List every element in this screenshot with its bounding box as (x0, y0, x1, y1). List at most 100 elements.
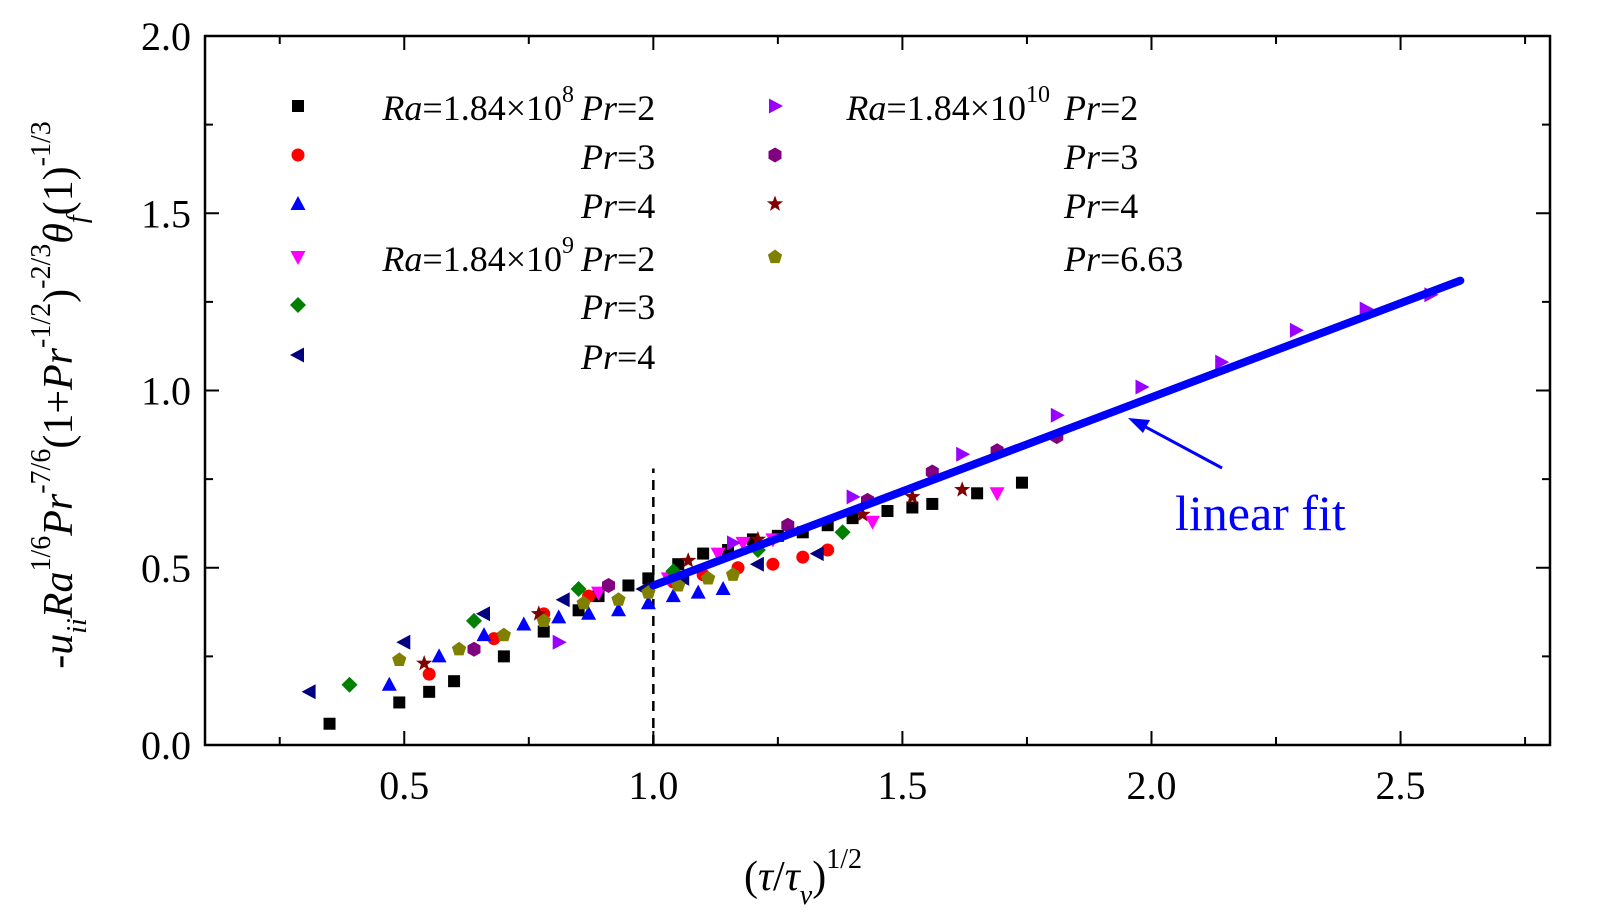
data-point (749, 556, 764, 572)
data-point (1050, 407, 1065, 423)
data-point (396, 634, 411, 650)
legend-pr-label: Pr=6.63 (1063, 239, 1183, 279)
data-point (781, 517, 795, 533)
data-point (602, 578, 615, 593)
data-point (552, 634, 567, 650)
fit-annotation-arrow (1139, 422, 1223, 470)
data-point (727, 535, 741, 551)
legend-pr-label: Pr=2 (580, 239, 655, 279)
legend-marker (290, 251, 306, 265)
data-point (680, 552, 697, 568)
data-point (622, 579, 635, 592)
data-point (476, 627, 492, 642)
data-point (576, 595, 591, 610)
data-point (581, 605, 597, 620)
data-point (393, 696, 406, 709)
data-point (642, 572, 655, 585)
legend-marker (290, 297, 306, 313)
data-point (1359, 301, 1374, 317)
data-point (381, 676, 397, 691)
y-axis-title: -uiiRa1/6Pr-7/6(1+Pr-1/2)-2/3θf(1)-1/3 (26, 121, 93, 669)
fit-annotation-label: linear fit (1175, 485, 1346, 541)
data-point (497, 650, 510, 663)
data-point (301, 684, 316, 700)
legend-pr-label: Pr=4 (1063, 186, 1138, 226)
data-point (834, 524, 851, 541)
data-point (551, 609, 567, 624)
data-point (570, 581, 587, 597)
data-point (697, 547, 710, 560)
data-point (954, 481, 971, 497)
data-point (536, 613, 551, 627)
data-point (1289, 322, 1304, 338)
x-tick-label: 1.0 (628, 763, 678, 808)
legend: Ra=1.84×108 Pr=2Pr=3Pr=4Ra=1.84×109 Pr=2Pr… (290, 82, 1183, 377)
data-point (725, 567, 741, 581)
data-point (710, 547, 726, 562)
data-point (846, 489, 861, 505)
legend-pr-label: Pr=4 (580, 186, 655, 226)
data-point (423, 685, 436, 698)
data-point (431, 648, 447, 663)
data-point (467, 641, 481, 657)
data-point (749, 530, 766, 547)
data-point (904, 488, 921, 504)
x-tick-label: 2.5 (1376, 763, 1426, 808)
legend-marker (767, 249, 783, 264)
fit-annotation-arrowhead (1128, 418, 1150, 433)
data-point (715, 581, 731, 595)
data-point (496, 627, 511, 642)
y-tick-label: 0.0 (141, 723, 191, 768)
data-point (690, 584, 706, 599)
data-point (971, 487, 984, 500)
annotation-layer: linear fit (1128, 418, 1346, 541)
y-tick-label: 2.0 (141, 14, 191, 59)
data-point (476, 606, 490, 622)
legend-pr-label: Pr=2 (1063, 88, 1138, 128)
data-point (392, 652, 407, 666)
data-point (555, 592, 570, 608)
data-point (956, 446, 971, 462)
data-point (766, 557, 780, 571)
legend-marker (290, 347, 304, 363)
legend-marker (769, 98, 783, 114)
data-point (611, 592, 626, 606)
y-tick-label: 1.5 (141, 191, 191, 236)
data-point (416, 655, 433, 671)
fit-line-layer (649, 276, 1465, 590)
data-point (989, 487, 1005, 502)
y-tick-label: 0.5 (141, 546, 191, 591)
data-point (821, 543, 835, 557)
data-point (611, 602, 626, 617)
data-point (865, 515, 880, 530)
legend-marker (766, 195, 784, 211)
data-point (422, 667, 436, 681)
data-point (854, 506, 871, 522)
legend-pr-label: Pr=2 (580, 88, 655, 128)
x-tick-label: 1.5 (877, 763, 927, 808)
data-point (796, 550, 810, 564)
legend-pr-label: Pr=3 (580, 137, 655, 177)
y-tick-label: 1.0 (141, 369, 191, 414)
data-point (323, 717, 336, 730)
data-point (701, 570, 716, 585)
data-point (809, 546, 824, 562)
data-point (665, 588, 681, 603)
data-point (906, 501, 919, 514)
x-tick-label: 2.0 (1126, 763, 1176, 808)
data-point (1015, 476, 1028, 489)
legend-pr-label: Pr=3 (580, 287, 655, 327)
data-point (516, 616, 532, 631)
legend-ra-label: Ra=1.84×108 (381, 82, 574, 128)
linear-fit-line (649, 276, 1465, 590)
x-tick-label: 0.5 (379, 763, 429, 808)
tick-labels: 0.5 1.0 1.5 2.0 2.5 0.0 0.5 1.0 1.5 2.0 (141, 14, 1426, 808)
legend-marker (768, 147, 782, 163)
data-point (735, 536, 751, 551)
legend-ra-label: Ra=1.84×1010 (845, 82, 1050, 128)
legend-marker (292, 100, 304, 112)
data-point (451, 641, 467, 656)
data-point (487, 632, 501, 646)
